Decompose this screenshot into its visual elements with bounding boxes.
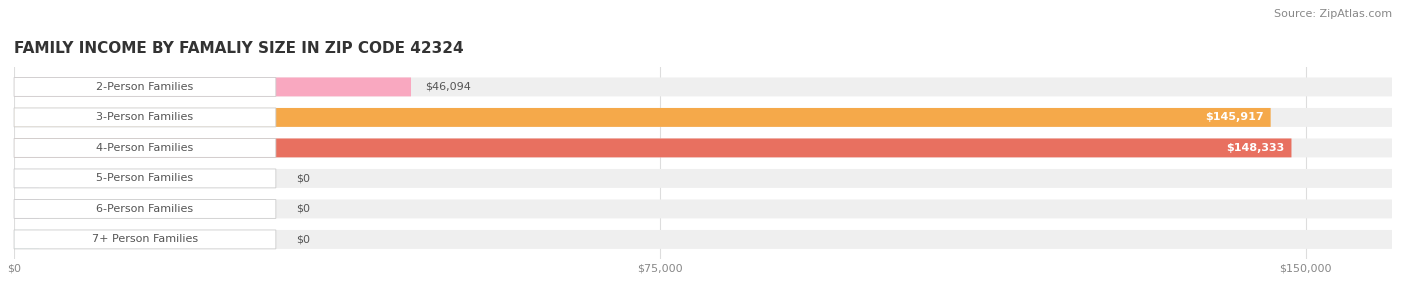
Text: $0: $0 bbox=[297, 204, 311, 214]
FancyBboxPatch shape bbox=[14, 199, 276, 218]
FancyBboxPatch shape bbox=[14, 138, 1392, 157]
FancyBboxPatch shape bbox=[14, 108, 1392, 127]
FancyBboxPatch shape bbox=[14, 169, 276, 188]
FancyBboxPatch shape bbox=[14, 77, 276, 96]
FancyBboxPatch shape bbox=[14, 138, 1292, 157]
FancyBboxPatch shape bbox=[14, 199, 1392, 218]
Text: $0: $0 bbox=[297, 235, 311, 244]
Text: 4-Person Families: 4-Person Families bbox=[97, 143, 194, 153]
FancyBboxPatch shape bbox=[14, 199, 39, 218]
Text: 7+ Person Families: 7+ Person Families bbox=[91, 235, 198, 244]
FancyBboxPatch shape bbox=[14, 169, 1392, 188]
FancyBboxPatch shape bbox=[14, 230, 1392, 249]
Text: Source: ZipAtlas.com: Source: ZipAtlas.com bbox=[1274, 9, 1392, 19]
Text: 5-Person Families: 5-Person Families bbox=[97, 174, 194, 183]
FancyBboxPatch shape bbox=[14, 230, 39, 249]
Text: FAMILY INCOME BY FAMALIY SIZE IN ZIP CODE 42324: FAMILY INCOME BY FAMALIY SIZE IN ZIP COD… bbox=[14, 41, 464, 56]
Text: 3-Person Families: 3-Person Families bbox=[97, 113, 194, 122]
Text: $46,094: $46,094 bbox=[425, 82, 471, 92]
FancyBboxPatch shape bbox=[14, 77, 1392, 96]
FancyBboxPatch shape bbox=[14, 108, 1271, 127]
FancyBboxPatch shape bbox=[14, 108, 276, 127]
Text: 2-Person Families: 2-Person Families bbox=[97, 82, 194, 92]
FancyBboxPatch shape bbox=[14, 230, 276, 249]
FancyBboxPatch shape bbox=[14, 169, 39, 188]
Text: $148,333: $148,333 bbox=[1226, 143, 1285, 153]
Text: 6-Person Families: 6-Person Families bbox=[97, 204, 194, 214]
Text: $145,917: $145,917 bbox=[1205, 113, 1264, 122]
FancyBboxPatch shape bbox=[14, 77, 411, 96]
FancyBboxPatch shape bbox=[14, 138, 276, 157]
Text: $0: $0 bbox=[297, 174, 311, 183]
